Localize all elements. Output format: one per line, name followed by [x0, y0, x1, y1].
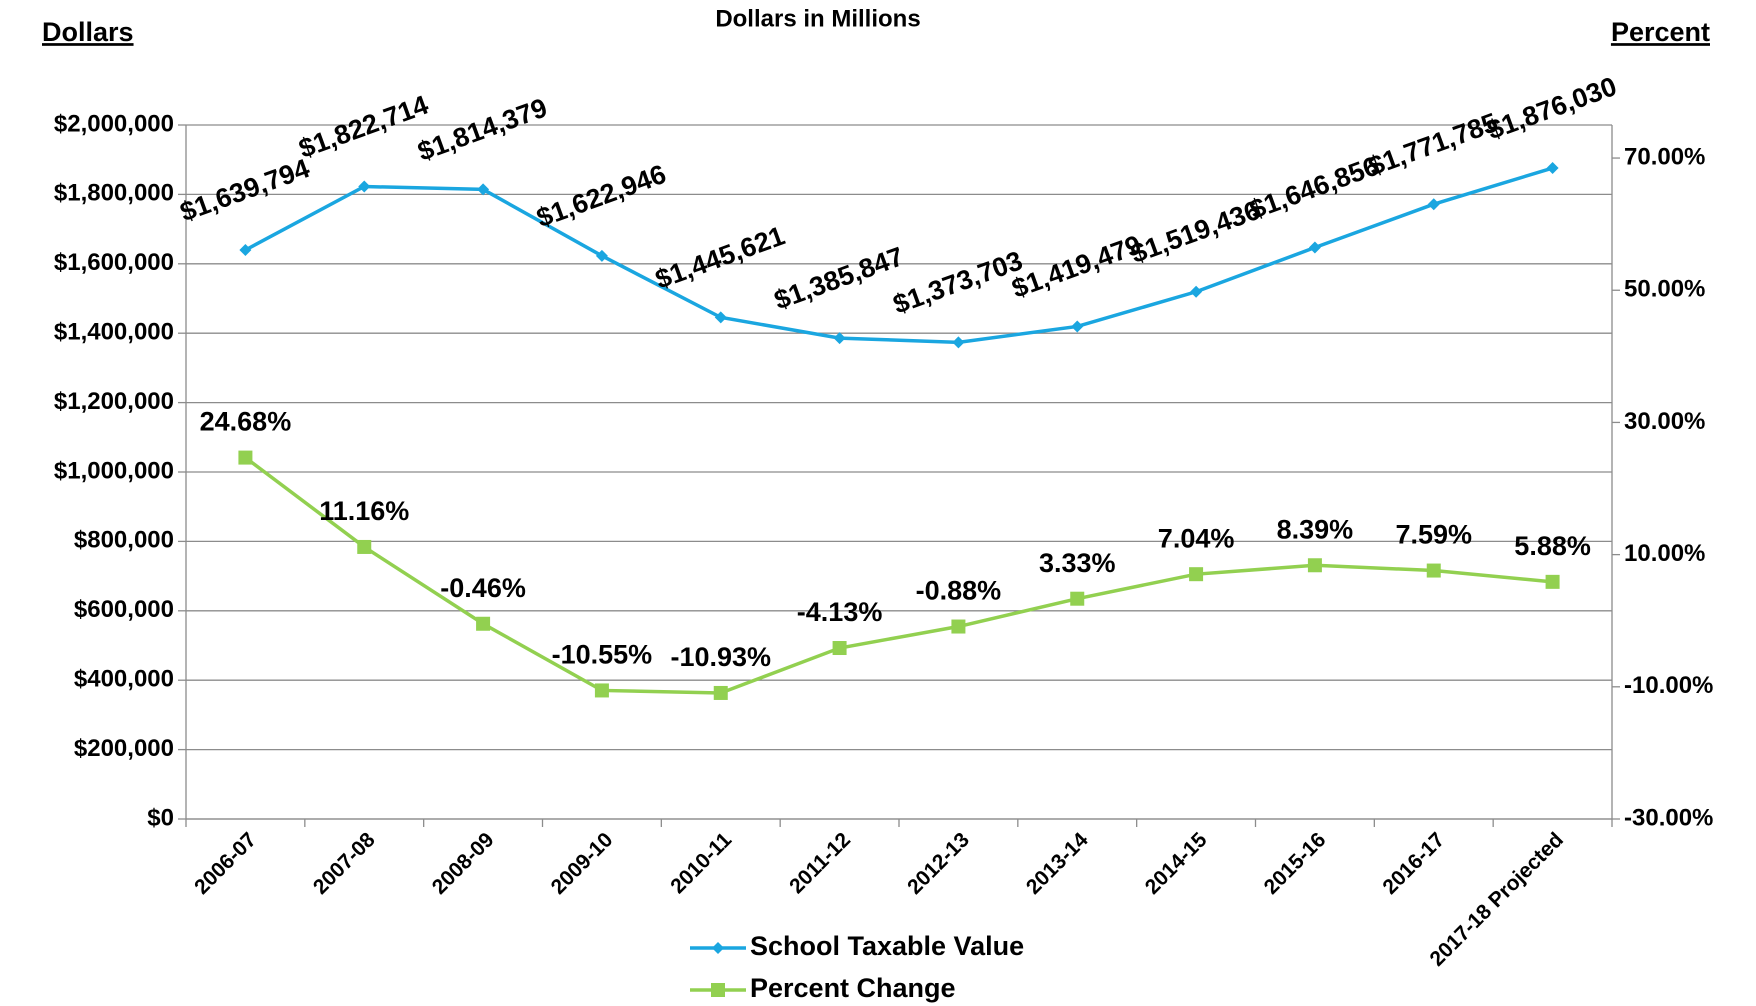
- y-axis-label: Dollars: [42, 17, 134, 47]
- series-line: [244, 166, 1554, 345]
- point: [1307, 558, 1322, 573]
- series-line: [244, 456, 1553, 695]
- point: [477, 183, 490, 196]
- data-label: $1,771,785: [1364, 107, 1501, 181]
- point: [951, 619, 966, 634]
- y2-tick-label: 30.00%: [1624, 408, 1705, 435]
- data-label: $1,385,847: [770, 241, 907, 315]
- point: [595, 249, 608, 262]
- data-label: 24.68%: [200, 407, 292, 437]
- x-tick-label: 2007-08: [309, 828, 380, 899]
- point: [1545, 574, 1560, 589]
- x-tick-label: 2009-10: [547, 828, 618, 899]
- data-label: -10.55%: [552, 640, 653, 670]
- data-label: 7.04%: [1158, 523, 1235, 553]
- x-tick-label: 2016-17: [1378, 828, 1449, 899]
- y-tick-label: $1,400,000: [54, 319, 174, 346]
- y-tick-label: $1,200,000: [54, 388, 174, 415]
- data-label: $1,876,030: [1483, 71, 1620, 145]
- x-tick-label: 2006-07: [190, 828, 261, 899]
- y-tick-label: $0: [147, 804, 174, 831]
- point: [1071, 320, 1084, 333]
- point: [711, 983, 725, 997]
- y-tick-label: $800,000: [74, 527, 174, 554]
- x-tick-label: 2013-14: [1022, 828, 1093, 899]
- y2-tick-label: 70.00%: [1624, 143, 1705, 170]
- x-tick-label: 2017-18 Projected: [1425, 828, 1568, 971]
- point: [238, 450, 253, 465]
- point: [1546, 162, 1559, 175]
- point: [1427, 198, 1440, 211]
- point: [1190, 285, 1203, 298]
- x-tick-label: 2011-12: [785, 828, 855, 898]
- data-label: $1,646,856: [1246, 151, 1383, 225]
- data-label: $1,814,379: [414, 92, 551, 166]
- data-label: $1,519,436: [1127, 195, 1264, 269]
- legend-label: Percent Change: [750, 973, 956, 1003]
- point: [713, 685, 728, 700]
- x-tick-label: 2010-11: [666, 828, 736, 898]
- point: [1426, 563, 1441, 578]
- point: [239, 243, 252, 256]
- y2-tick-label: -30.00%: [1624, 804, 1713, 831]
- x-tick-label: 2012-13: [903, 828, 974, 899]
- y2-tick-label: 10.00%: [1624, 540, 1705, 567]
- y-tick-label: $2,000,000: [54, 110, 174, 137]
- point: [1308, 241, 1321, 254]
- x-tick-label: 2014-15: [1141, 828, 1212, 899]
- point: [952, 336, 965, 349]
- data-label: 5.88%: [1514, 531, 1591, 561]
- point: [1070, 591, 1085, 606]
- data-label: $1,373,703: [889, 245, 1026, 319]
- point: [714, 311, 727, 324]
- data-label: -0.88%: [916, 576, 1002, 606]
- data-label: $1,639,794: [176, 153, 313, 227]
- data-label: $1,622,946: [533, 159, 670, 233]
- data-label: $1,822,714: [295, 90, 432, 164]
- point: [594, 683, 609, 698]
- point: [832, 641, 847, 656]
- point: [1189, 567, 1204, 582]
- y-tick-label: $1,600,000: [54, 249, 174, 276]
- point: [833, 332, 846, 345]
- y-tick-label: $1,800,000: [54, 180, 174, 207]
- y-tick-label: $1,000,000: [54, 457, 174, 484]
- data-label: 7.59%: [1395, 520, 1472, 550]
- data-label: $1,445,621: [651, 220, 788, 294]
- data-label: -0.46%: [440, 573, 526, 603]
- point: [357, 539, 372, 554]
- data-label: $1,419,479: [1008, 229, 1145, 303]
- x-tick-label: 2015-16: [1260, 828, 1331, 899]
- x-tick-label: 2008-09: [428, 828, 499, 899]
- point: [358, 180, 371, 193]
- chart-title: Dollars in Millions: [715, 5, 920, 32]
- data-label: -10.93%: [670, 642, 771, 672]
- y2-tick-label: -10.00%: [1624, 672, 1713, 699]
- data-label: 3.33%: [1039, 548, 1116, 578]
- point: [712, 942, 724, 954]
- legend-label: School Taxable Value: [750, 931, 1024, 961]
- y-tick-label: $400,000: [74, 666, 174, 693]
- data-label: 11.16%: [319, 496, 409, 526]
- y-tick-label: $200,000: [74, 735, 174, 762]
- y-tick-label: $600,000: [74, 596, 174, 623]
- y2-axis-label: Percent: [1611, 17, 1710, 47]
- y2-tick-label: 50.00%: [1624, 276, 1705, 303]
- point: [476, 616, 491, 631]
- data-label: 8.39%: [1277, 514, 1354, 544]
- data-label: -4.13%: [797, 597, 883, 627]
